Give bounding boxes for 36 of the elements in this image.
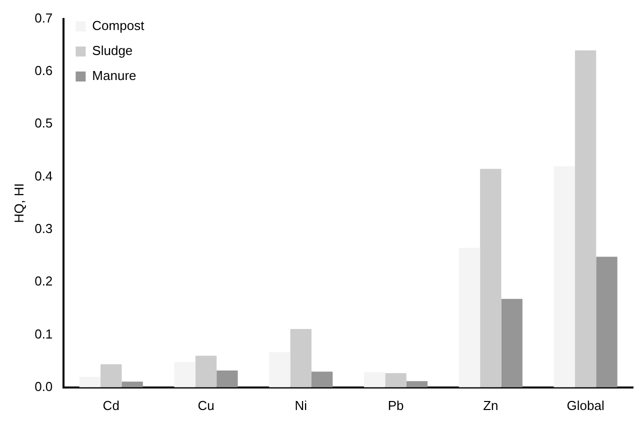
bar [406, 381, 428, 388]
legend-label: Compost [92, 18, 145, 34]
y-tick-label: 0.5 [34, 116, 53, 131]
x-tick-label: Zn [483, 398, 498, 413]
x-tick-label: Cu [198, 398, 214, 413]
bar [554, 166, 575, 388]
legend-label: Sludge [92, 43, 133, 58]
bar [364, 372, 386, 388]
bar [290, 328, 312, 388]
bar [79, 376, 101, 388]
bar [480, 168, 502, 388]
bar [458, 248, 480, 388]
bar [574, 50, 596, 388]
bar [269, 352, 290, 388]
y-tick-label: 0.3 [34, 221, 53, 236]
y-tick-label: 0.6 [34, 63, 53, 78]
bar [216, 370, 238, 388]
bar [100, 364, 122, 388]
bar [501, 298, 522, 388]
y-tick-label: 0.1 [34, 326, 53, 342]
x-tick-label: Global [566, 398, 604, 413]
bar [385, 373, 406, 388]
y-tick-label: 0.2 [34, 274, 53, 289]
x-tick-label: Ni [294, 398, 308, 413]
legend-label: Manure [92, 68, 136, 84]
y-tick-label: 0.0 [34, 378, 53, 394]
x-tick-label: Pb [388, 398, 404, 413]
bar [596, 256, 618, 388]
bar [174, 362, 196, 388]
x-tick-label: Cd [102, 398, 120, 413]
bar [195, 356, 217, 388]
y-tick-label: 0.4 [34, 168, 53, 184]
bar [311, 372, 333, 388]
y-tick-label: 0.7 [34, 10, 53, 26]
bar [122, 382, 143, 388]
y-axis-title: HQ, HI [11, 183, 26, 223]
